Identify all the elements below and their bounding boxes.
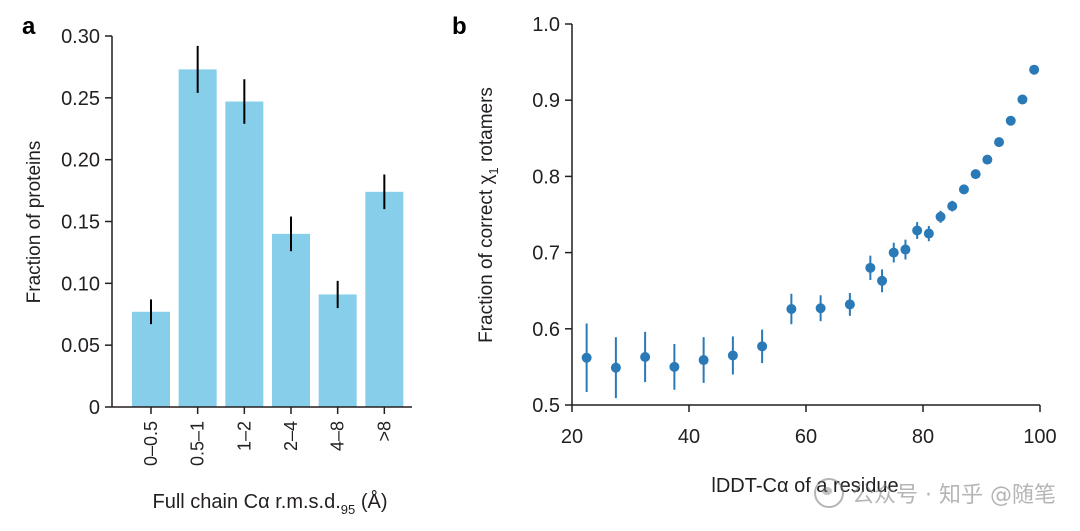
panel-b-axes [571,24,1040,406]
panel-a-bars [132,69,404,407]
panel-a-x-tick-label: 4–8 [328,421,348,451]
data-point [786,303,797,314]
data-point [669,361,680,372]
panel-a-y-tick-label: 0.05 [61,335,100,357]
panel-b-y-tick-label: 1.0 [532,14,560,36]
watermark: 公众号 · 知乎 @随笔 [814,477,1056,509]
panel-a-x-tick-label: 1–2 [234,421,254,451]
panel-b-y-ticks: 0.5 0.6 0.7 0.8 0.9 1.0 [532,14,572,417]
data-point [994,137,1005,148]
panel-b-x-axis-label: lDDT-Cα of a residue [711,475,898,497]
panel-b-letter: b [452,13,467,40]
data-point [958,184,969,195]
panel-b-scatter-chart: b 0.5 0.6 0.7 0.8 0.9 1.0 20 40 60 80 100 Fractio… [452,13,1057,497]
wechat-icon [814,478,845,508]
data-point [888,247,899,258]
panel-a-y-tick-label: 0.30 [61,26,100,48]
panel-a-x-tick-label: >8 [374,421,394,442]
panel-a-bar-chart: a 0 0.05 0.10 0.15 0.20 0.25 0.30 0–0.5 0.5–1 1–… [22,13,412,517]
panel-a-x-axis-label: Full chain Cα r.m.s.d.95 (Å) [153,490,388,517]
bar [132,311,170,407]
watermark-text: 公众号 · 知乎 @随笔 [852,483,1056,508]
panel-a-y-axis-label: Fraction of proteins [24,141,45,304]
bar [365,191,404,407]
data-point [935,211,946,222]
bar [178,69,217,407]
panel-b-y-tick-label: 0.6 [532,319,560,341]
data-point [815,303,826,314]
data-point [640,351,651,362]
data-point [727,350,738,361]
panel-a-y-tick-label: 0.20 [61,150,100,172]
panel-a-x-tick-label: 2–4 [281,421,301,451]
panel-a-x-tick-label: 0–0.5 [141,421,161,466]
panel-b-y-tick-label: 0.7 [532,243,560,265]
data-point [757,341,768,352]
panel-a-y-ticks: 0 0.05 0.10 0.15 0.20 0.25 0.30 [61,26,112,419]
panel-a-y-tick-label: 0.15 [61,212,100,234]
panel-b-y-axis-label: Fraction of correct χ1 rotamers [476,87,501,343]
panel-b-x-tick-label: 80 [912,426,934,448]
panel-b-y-tick-label: 0.9 [532,90,560,112]
panel-b-error-bars [585,67,1036,399]
panel-b-points [581,64,1040,373]
data-point [1017,94,1028,105]
data-point [923,228,934,239]
data-point [877,275,888,286]
panel-a-y-tick-label: 0.25 [61,88,100,110]
data-point [982,154,993,165]
data-point [581,352,592,363]
panel-a-error-bars [150,45,386,325]
panel-b-x-tick-label: 20 [561,426,583,448]
panel-a-y-tick-label: 0 [89,397,100,419]
data-point [865,262,876,273]
bar [318,294,357,407]
panel-b-y-tick-label: 0.5 [532,395,560,417]
panel-b-x-tick-label: 100 [1023,426,1056,448]
bar [225,101,264,407]
panel-a-y-tick-label: 0.10 [61,273,100,295]
panel-a-x-tick-label: 0.5–1 [188,421,208,466]
data-point [610,362,621,373]
data-point [1005,115,1016,126]
panel-b-x-tick-label: 40 [678,426,700,448]
data-point [912,225,923,236]
data-point [698,355,709,366]
data-point [844,299,855,310]
panel-b-x-tick-label: 60 [795,426,817,448]
panel-b-y-tick-label: 0.8 [532,166,560,188]
panel-a-letter: a [22,13,36,40]
data-point [970,169,981,180]
panel-a-x-ticks: 0–0.5 0.5–1 1–2 2–4 4–8 >8 [141,407,394,466]
data-point [947,201,958,212]
data-point [1029,64,1040,75]
bar [272,233,310,407]
data-point [900,244,911,255]
panel-b-x-ticks: 20 40 60 80 100 [561,405,1057,448]
